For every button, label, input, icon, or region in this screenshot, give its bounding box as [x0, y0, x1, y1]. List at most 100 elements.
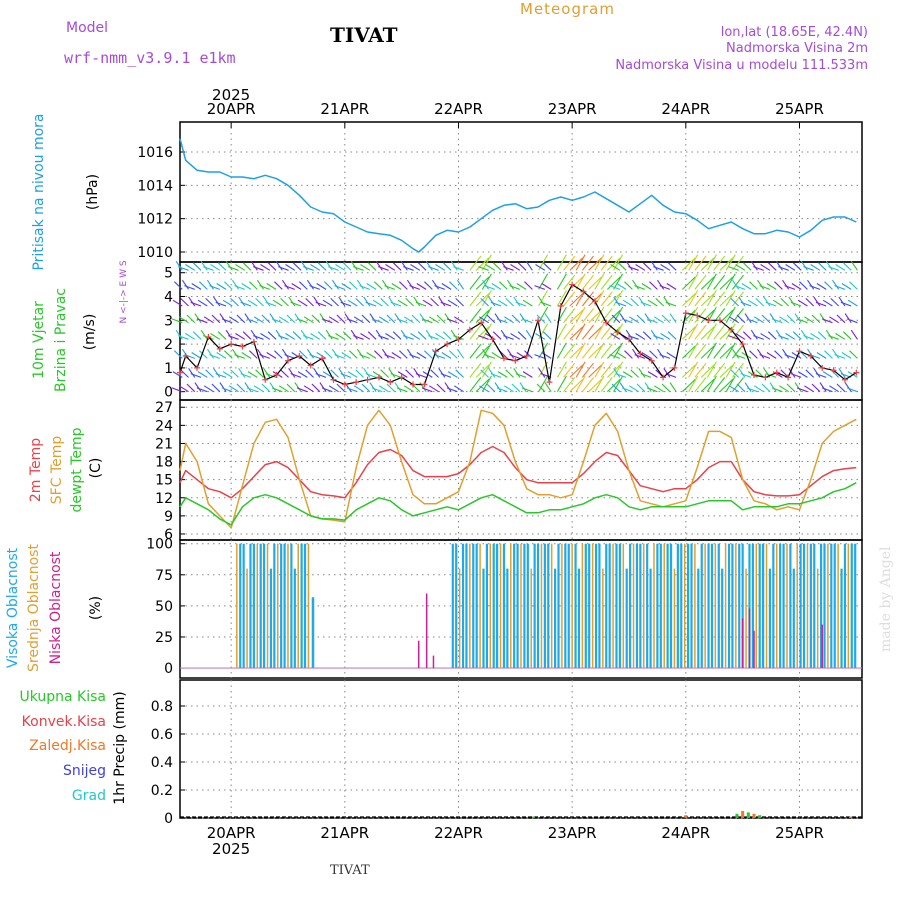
wind-arrow	[786, 383, 796, 393]
wind-arrow	[234, 285, 245, 290]
wind-arrow	[750, 260, 758, 271]
wind-arrow	[615, 301, 627, 307]
wind-arrow	[821, 387, 833, 393]
wind-arrow	[688, 273, 699, 290]
wind-arrow	[394, 382, 402, 392]
wind-arrow	[713, 324, 726, 340]
wind-arrow	[536, 383, 546, 393]
wind-arrow	[504, 385, 514, 393]
wind-arrow	[391, 352, 402, 359]
wind-arrow	[299, 350, 308, 359]
wind-arrow	[766, 283, 777, 290]
wind-arrow	[353, 385, 364, 393]
y-tick-label: 0.4	[151, 755, 173, 771]
wind-arrow	[235, 264, 246, 271]
y-tick-label: 12	[155, 491, 173, 507]
wind-arrow	[328, 316, 339, 324]
wind-arrow	[588, 345, 602, 359]
wind-arrow	[185, 264, 196, 271]
model-name: wrf-nmm_v3.9.1 e1km	[64, 49, 236, 67]
wind-arrow	[479, 316, 489, 324]
wind-arrow	[563, 255, 576, 271]
wind-arrow	[759, 285, 771, 290]
wind-arrow	[784, 285, 796, 290]
lonlat-label: lon,lat (18.65E, 42.4N)	[720, 25, 868, 40]
wind-arrow	[524, 350, 533, 359]
wind-arrow	[344, 313, 352, 323]
y-tick-label: 25	[155, 630, 173, 646]
y-tick-label: 1016	[137, 145, 173, 161]
wind-arrow	[221, 387, 233, 393]
wind-arrow	[269, 382, 277, 392]
wind-arrow	[516, 283, 527, 290]
wind-arrow	[256, 279, 265, 290]
wind-arrow	[335, 264, 346, 271]
wind-arrow	[509, 285, 521, 290]
wind-gust-marker	[296, 352, 303, 359]
wind-arrow	[321, 387, 333, 393]
wind-arrow	[175, 260, 183, 271]
wind-arrow	[775, 260, 783, 271]
precip-legend-1: Konvek.Kisa	[22, 714, 106, 730]
wind-arrow	[649, 350, 658, 359]
wind-arrow	[569, 309, 584, 324]
wind-arrow	[375, 260, 383, 271]
wind-arrow	[353, 335, 364, 340]
wind-arrow	[203, 316, 214, 324]
wind-arrow	[253, 316, 264, 324]
wind-arrow	[267, 331, 277, 340]
wind-arrow	[519, 382, 527, 392]
wind-arrow	[205, 369, 214, 378]
wind-gust-marker	[330, 376, 337, 383]
wind-gust-marker	[853, 369, 860, 376]
wind-arrow	[824, 281, 833, 290]
wind-arrow	[541, 283, 552, 290]
wind-arrow	[213, 367, 221, 378]
wind-arrow	[436, 314, 446, 324]
wind-arrow	[372, 371, 383, 378]
wind-arrow	[441, 352, 452, 359]
panel-frame-precip	[179, 679, 863, 819]
wind-arrow	[607, 276, 621, 290]
wind-arrow	[222, 299, 233, 307]
wind-arrow	[769, 313, 777, 323]
wind-gust-marker	[273, 372, 280, 379]
wind-arrow	[231, 348, 239, 359]
wind-arrow	[736, 314, 746, 324]
wind-arrow	[617, 262, 627, 271]
wind-arrow	[780, 298, 790, 307]
wind-arrow	[200, 329, 208, 340]
wind-arrow	[481, 254, 492, 271]
wind-arrow	[805, 369, 815, 378]
wind-arrow	[481, 273, 492, 290]
wind-arrow	[563, 291, 576, 307]
wind-arrow	[384, 285, 396, 290]
wind-arrow	[224, 350, 233, 359]
wind-arrow	[234, 354, 245, 359]
wind-arrow	[303, 385, 314, 393]
wind-arrow	[355, 298, 364, 307]
wind-arrow	[731, 255, 744, 271]
wind-arrow	[325, 260, 333, 271]
wind-arrow	[174, 350, 183, 359]
wind-arrow	[622, 371, 633, 378]
wind-arrow	[346, 387, 358, 393]
y-tick-label: 1012	[137, 212, 173, 228]
wind-arrow	[632, 348, 640, 359]
wind-gust-marker	[739, 341, 746, 348]
wind-arrow	[757, 279, 765, 290]
wind-arrow	[321, 318, 333, 324]
wind-arrow	[740, 373, 752, 378]
wind-gust-marker	[614, 329, 621, 336]
wind-arrow	[479, 385, 489, 393]
wind-arrow	[517, 331, 527, 340]
wind-arrow	[700, 257, 715, 271]
wind-arrow	[244, 313, 252, 323]
wind-arrow	[244, 382, 252, 392]
wind-arrow	[563, 362, 576, 378]
wind-arrow	[797, 299, 808, 307]
wind-arrow	[406, 348, 415, 359]
wind-arrow	[211, 383, 221, 393]
wind-arrow	[446, 318, 458, 324]
wind-arrow	[475, 309, 490, 324]
